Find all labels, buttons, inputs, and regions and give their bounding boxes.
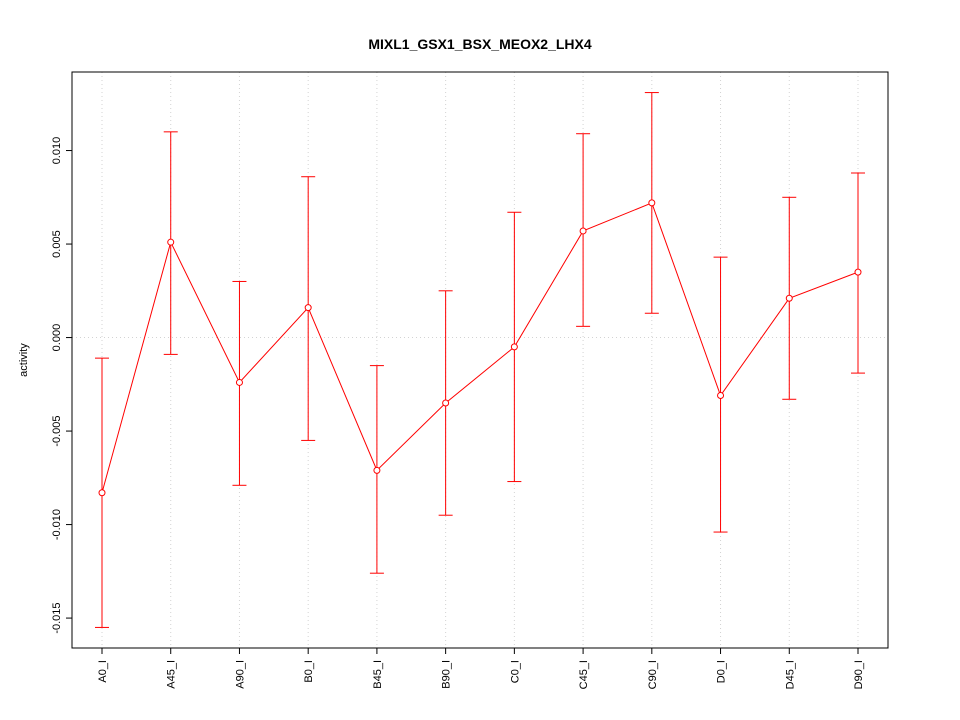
- y-tick-label: 0.005: [51, 230, 63, 258]
- data-point: [304, 304, 312, 312]
- axis-layer: -0.015 -0.010 -0.005 0.000 0.005 0.010 A0_I A45…: [51, 137, 865, 690]
- data-point: [442, 399, 450, 407]
- data-point: [717, 392, 725, 400]
- y-tick-label: -0.010: [51, 509, 63, 540]
- data-point: [648, 199, 656, 207]
- data-point: [235, 378, 243, 386]
- x-tick-label: A90_I: [234, 660, 246, 689]
- series-layer: [95, 92, 865, 628]
- x-tick-label: C45_I: [578, 660, 590, 689]
- plot-frame: [71, 71, 889, 649]
- y-tick-label: -0.005: [51, 415, 63, 446]
- y-tick-label: 0.000: [51, 324, 63, 352]
- x-tick-label: D90_I: [853, 660, 865, 689]
- x-tick-label: C90_I: [647, 660, 659, 689]
- data-point: [373, 466, 381, 474]
- data-point: [167, 238, 175, 246]
- x-tick-label: B0_I: [303, 660, 315, 683]
- chart-title: MIXL1_GSX1_BSX_MEOX2_LHX4: [368, 36, 592, 52]
- x-tick-label: D45_I: [784, 660, 796, 689]
- data-point: [510, 343, 518, 351]
- x-tick-label: B90_I: [441, 660, 453, 689]
- x-tick-label: A45_I: [166, 660, 178, 689]
- x-tick-label: D0_I: [716, 660, 728, 683]
- x-tick-label: C0_I: [509, 660, 521, 683]
- y-tick-label: 0.010: [51, 137, 63, 165]
- x-tick-label: A0_I: [97, 660, 109, 683]
- series-line: [101, 202, 859, 493]
- data-point: [98, 489, 106, 497]
- y-tick-label: -0.015: [51, 602, 63, 633]
- data-point: [785, 294, 793, 302]
- data-point: [579, 227, 587, 235]
- y-axis-label: activity: [18, 343, 30, 377]
- data-point: [854, 268, 862, 276]
- x-tick-label: B45_I: [372, 660, 384, 689]
